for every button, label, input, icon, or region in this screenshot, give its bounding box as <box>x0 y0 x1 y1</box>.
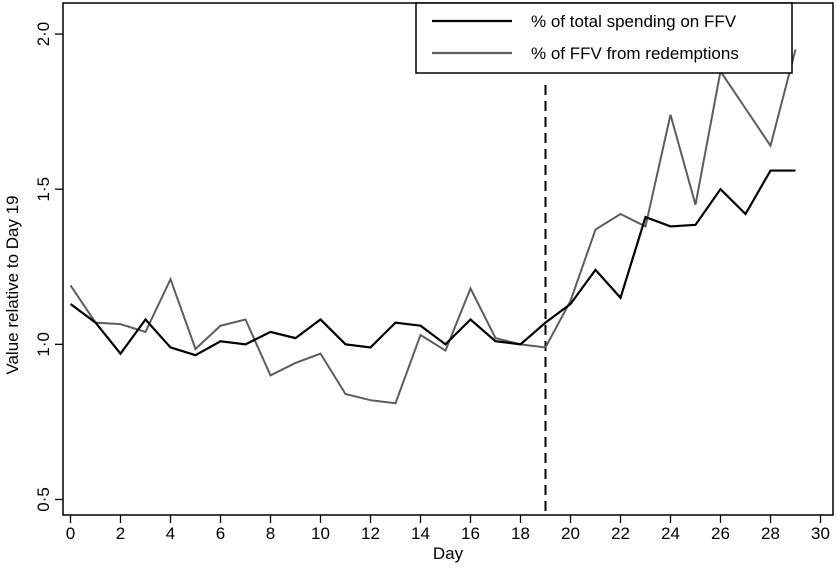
x-tick-label: 4 <box>166 524 175 543</box>
y-axis-title: Value relative to Day 19 <box>3 195 22 374</box>
x-tick-label: 18 <box>511 524 530 543</box>
legend-label-2: % of FFV from redemptions <box>531 44 739 63</box>
y-tick-label: 1·5 <box>34 177 53 202</box>
x-tick-label: 28 <box>761 524 780 543</box>
y-tick-label: 1·0 <box>34 332 53 357</box>
x-tick-label: 8 <box>266 524 275 543</box>
x-tick-label: 10 <box>311 524 330 543</box>
x-axis-title: Day <box>433 544 464 563</box>
y-tick-label: 2·0 <box>34 22 53 47</box>
x-tick-label: 20 <box>561 524 580 543</box>
series-line-1 <box>69 169 796 357</box>
x-tick-label: 2 <box>116 524 125 543</box>
x-tick-label: 22 <box>611 524 630 543</box>
plot-frame <box>62 2 834 516</box>
x-tick-label: 24 <box>661 524 680 543</box>
legend: % of total spending on FFV % of FFV from … <box>415 2 793 74</box>
series-line-2 <box>69 49 797 405</box>
x-tick-label: 6 <box>216 524 225 543</box>
x-tick-label: 14 <box>411 524 430 543</box>
y-tick-label: 0·5 <box>34 487 53 512</box>
x-tick-label: 26 <box>711 524 730 543</box>
x-tick-label: 12 <box>361 524 380 543</box>
legend-box <box>415 2 793 74</box>
x-tick-label: 16 <box>461 524 480 543</box>
x-tick-label: 30 <box>811 524 830 543</box>
legend-label-1: % of total spending on FFV <box>531 12 737 31</box>
x-tick-label: 0 <box>66 524 75 543</box>
